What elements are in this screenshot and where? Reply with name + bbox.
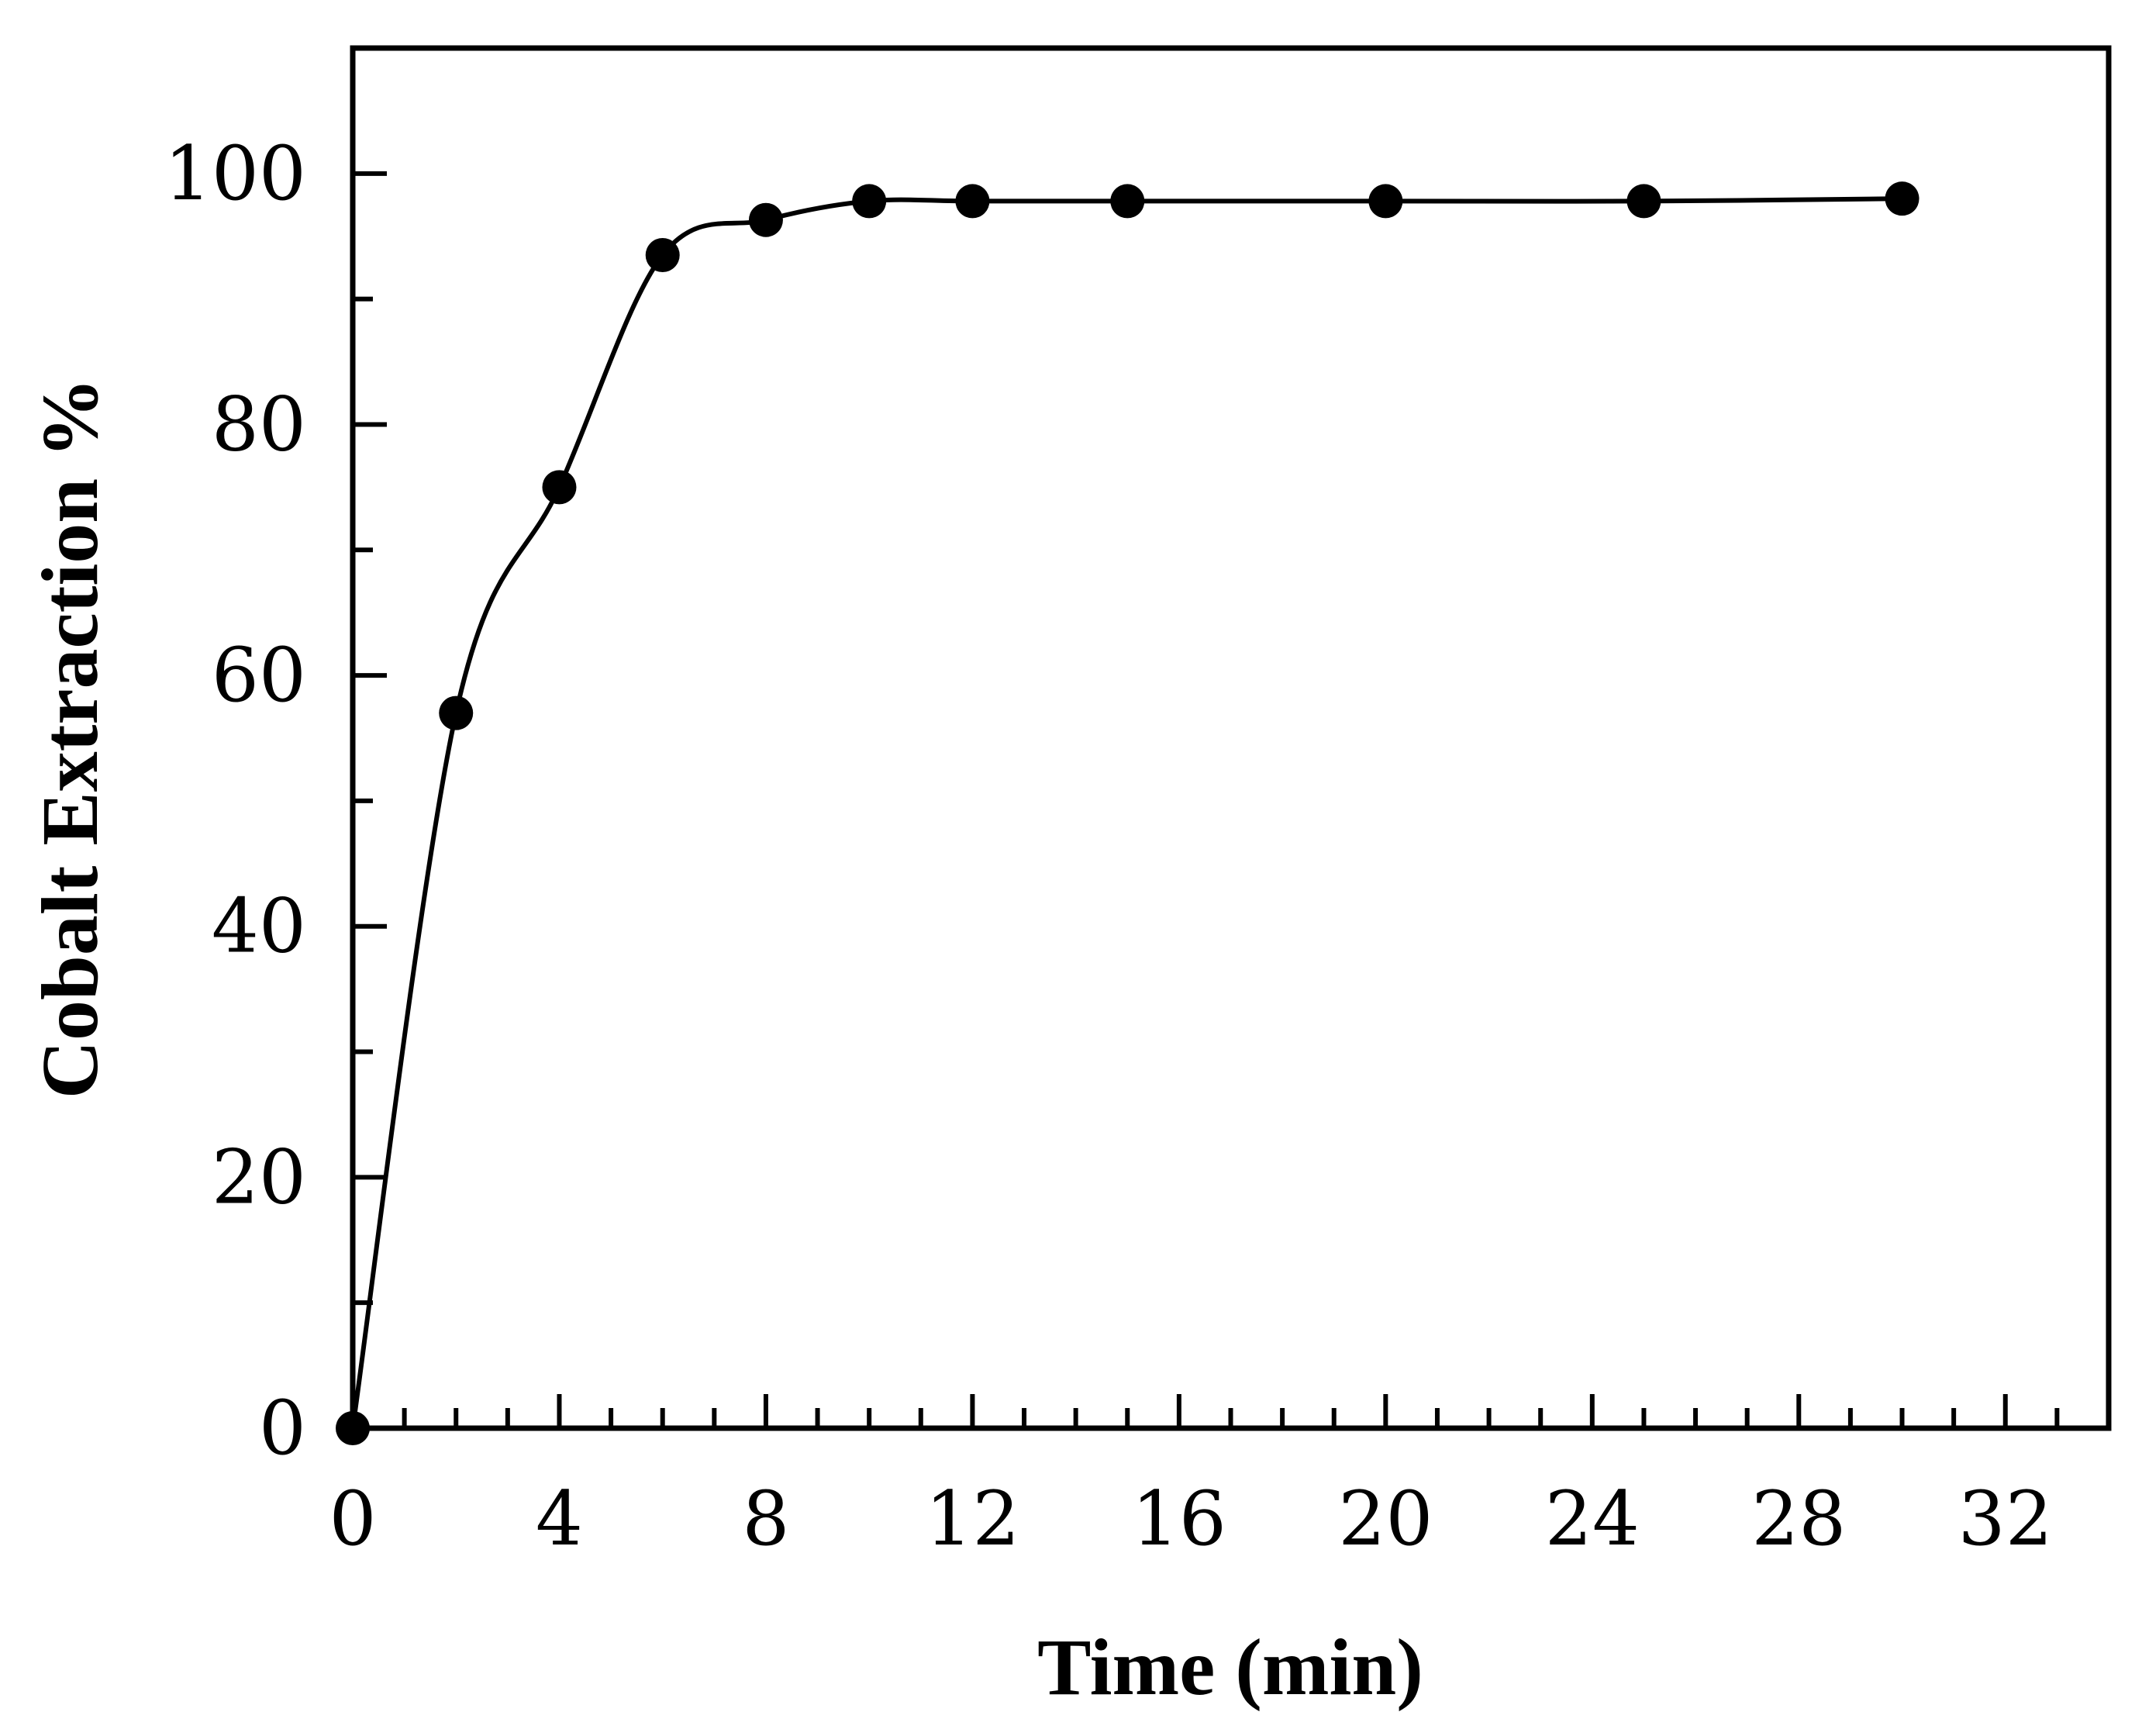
axis-ticks: [350, 46, 2111, 1431]
x-tick-label: 28: [1751, 1475, 1846, 1562]
y-tick-label: 0: [259, 1385, 306, 1472]
data-point: [336, 1411, 370, 1445]
data-point: [1885, 181, 1920, 216]
data-point: [748, 202, 783, 237]
data-point: [1626, 184, 1661, 219]
data-point: [542, 470, 577, 505]
y-axis-title: Cobalt Extraction %: [26, 378, 115, 1099]
x-tick-label: 16: [1132, 1475, 1226, 1562]
data-point: [1368, 184, 1403, 219]
data-point: [955, 184, 990, 219]
y-tick-label: 60: [212, 632, 306, 719]
data-markers: [336, 181, 1920, 1445]
x-axis-title: Time (min): [1037, 1623, 1423, 1712]
axis-tick-labels: 0 4 8 12 16 20 24 28 32 0 20 40 60 80 100: [164, 130, 2053, 1562]
y-tick-label: 80: [212, 381, 306, 468]
data-point: [852, 184, 887, 219]
data-point: [1110, 184, 1145, 219]
series-line: [350, 196, 1902, 1429]
x-tick-label: 4: [536, 1475, 583, 1562]
x-tick-label: 8: [742, 1475, 789, 1562]
y-tick-label: 40: [212, 883, 306, 970]
y-tick-label: 20: [212, 1134, 306, 1220]
x-tick-label: 20: [1338, 1475, 1433, 1562]
x-tick-label: 0: [329, 1475, 376, 1562]
y-tick-label: 100: [164, 130, 306, 217]
x-tick-label: 12: [925, 1475, 1019, 1562]
data-point: [645, 238, 680, 272]
x-tick-label: 32: [1958, 1475, 2053, 1562]
data-point: [439, 695, 474, 730]
x-tick-label: 24: [1545, 1475, 1640, 1562]
plot-frame: [350, 45, 2112, 1431]
